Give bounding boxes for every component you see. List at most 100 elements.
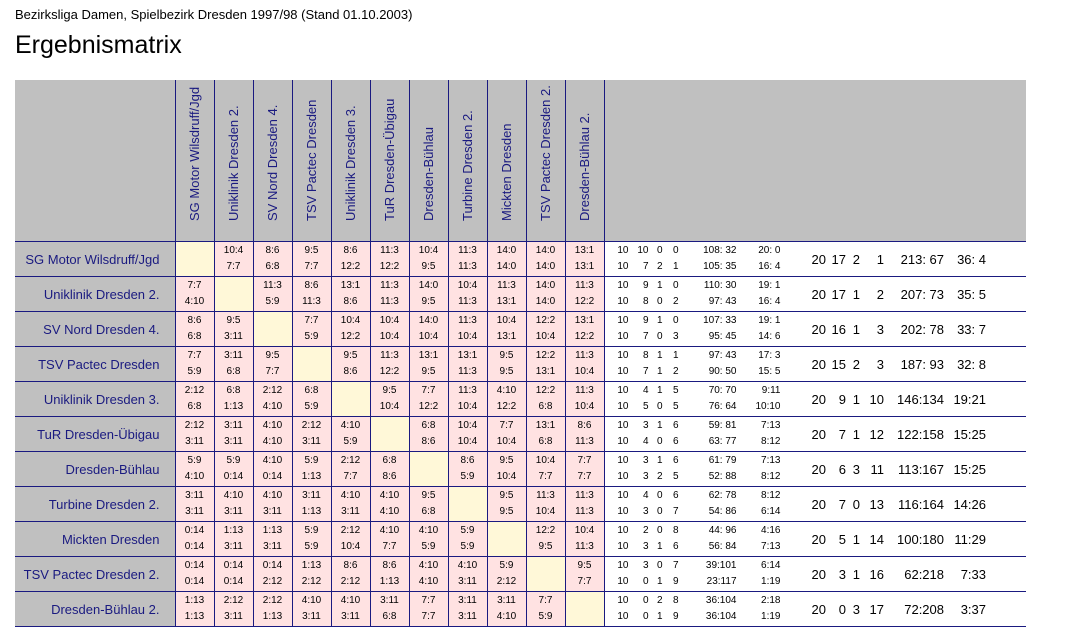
away-result: 11:3 <box>575 541 594 552</box>
total-stat-value: 7 <box>838 496 846 512</box>
result-cell: 9:5 9:5 <box>486 346 526 382</box>
result-cell: 10:4 10:4 <box>447 416 487 452</box>
column-header-label: Uniklinik Dresden 3. <box>342 105 358 221</box>
home-result: 4:10 <box>496 385 517 396</box>
away-result: 1:13 <box>223 401 244 412</box>
home-result: 8:6 <box>343 560 358 571</box>
away-result: 6:8 <box>421 506 436 517</box>
result-cell: 3:11 6:8 <box>369 591 409 627</box>
table-row: TSV Pactec Dresden 2. 0:14 0:14 0:14 0:14 0:1… <box>15 556 1026 592</box>
total-stat-value: 33: 7 <box>957 321 986 337</box>
split-stat-value: 8:12 <box>761 436 781 447</box>
home-result: 7:7 <box>304 315 319 326</box>
split-stat-value: 1 <box>656 350 663 361</box>
result-cell: 7:7 5:9 <box>291 311 331 347</box>
split-stat-value: 0 <box>656 490 663 501</box>
result-cell: 1:13 2:12 <box>291 556 331 592</box>
home-result: 10:4 <box>223 245 244 256</box>
home-result: 3:11 <box>224 350 243 361</box>
split-stat-value: 6:14 <box>761 560 781 571</box>
total-stat-value: 14:26 <box>953 496 986 512</box>
home-result: 6:8 <box>304 385 319 396</box>
split-stat-value: 0 <box>656 506 663 517</box>
home-result: 5:9 <box>226 455 241 466</box>
result-cell: 11:3 11:3 <box>447 241 487 277</box>
home-result: 11:3 <box>380 245 399 256</box>
home-result: 1:13 <box>223 525 244 536</box>
away-result: 3:11 <box>263 541 282 552</box>
home-result: 2:12 <box>340 525 361 536</box>
split-stat-value: 10 <box>617 541 629 552</box>
home-result: 3:11 <box>497 595 516 606</box>
split-stat-value: 0 <box>656 560 663 571</box>
result-cell: 7:7 5:9 <box>525 591 565 627</box>
split-stat-value: 4 <box>642 385 649 396</box>
away-result: 9:5 <box>421 261 436 272</box>
result-cell: 14:0 14:0 <box>486 241 526 277</box>
home-result: 8:6 <box>460 455 475 466</box>
home-result: 11:3 <box>575 280 594 291</box>
split-stat-value: 10 <box>617 525 629 536</box>
result-cell: 10:4 11:3 <box>447 276 487 312</box>
away-result: 9:5 <box>421 366 436 377</box>
total-stats: 20 0 3 17 72:208 3:37 <box>794 591 1026 627</box>
column-header-turbine-dresden-2: Turbine Dresden 2. <box>447 80 487 242</box>
column-header-label: TSV Pactec Dresden <box>303 99 319 221</box>
diagonal-cell <box>369 416 409 452</box>
split-stat-value: 15: 5 <box>758 366 781 377</box>
split-stats: 10 8 1 1 97: 43 17: 3 10 7 1 2 90: 50 15: 5 <box>604 346 794 382</box>
result-cell: 6:8 5:9 <box>291 381 331 417</box>
split-stat-value: 0 <box>642 595 649 606</box>
home-result: 8:6 <box>187 315 202 326</box>
total-stat-value: 15 <box>831 356 846 372</box>
total-stat-value: 20 <box>811 321 826 337</box>
team-name: TuR Dresden-Übigau <box>15 416 175 452</box>
total-stat-value: 3 <box>838 566 846 582</box>
result-cell: 7:7 4:10 <box>174 276 214 312</box>
total-stat-value: 11:29 <box>954 531 986 547</box>
split-stat-value: 76: 64 <box>708 401 737 412</box>
result-cell: 4:10 3:11 <box>213 486 253 522</box>
result-cell: 12:2 9:5 <box>525 521 565 557</box>
total-stat-value: 20 <box>811 461 826 477</box>
away-result: 7:7 <box>343 471 358 482</box>
result-cell: 14:0 14:0 <box>525 241 565 277</box>
home-result: 13:1 <box>340 280 361 291</box>
column-header-label: SV Nord Dresden 4. <box>264 104 280 221</box>
result-cell: 8:6 5:9 <box>447 451 487 487</box>
result-cell: 4:10 3:11 <box>291 591 331 627</box>
result-cell: 3:11 3:11 <box>447 591 487 627</box>
total-stat-value: 3 <box>852 461 860 477</box>
split-stat-value: 1 <box>656 576 663 587</box>
away-result: 11:3 <box>575 506 594 517</box>
home-result: 1:13 <box>184 595 205 606</box>
result-cell: 0:14 0:14 <box>174 521 214 557</box>
split-stat-value: 14: 6 <box>758 331 781 342</box>
team-name: SG Motor Wilsdruff/Jgd <box>15 241 175 277</box>
away-result: 12:2 <box>340 261 361 272</box>
home-result: 14:0 <box>418 280 439 291</box>
away-result: 5:9 <box>343 436 358 447</box>
away-result: 9:5 <box>421 296 436 307</box>
result-cell: 9:5 6:8 <box>408 486 448 522</box>
total-stat-value: 17 <box>869 601 884 617</box>
column-header-uniklinik-dresden-3: Uniklinik Dresden 3. <box>330 80 370 242</box>
away-result: 9:5 <box>499 366 514 377</box>
total-stat-value: 10 <box>869 391 884 407</box>
split-stat-value: 10 <box>617 245 629 256</box>
result-cell: 3:11 3:11 <box>174 486 214 522</box>
column-header-sg-motor-wilsdruff-jgd: SG Motor Wilsdruff/Jgd <box>174 80 214 242</box>
total-stat-value: 1 <box>852 531 860 547</box>
team-name: Dresden-Bühlau <box>15 451 175 487</box>
home-result: 4:10 <box>223 490 244 501</box>
away-result: 5:9 <box>421 541 436 552</box>
split-stat-value: 61: 79 <box>708 455 737 466</box>
result-cell: 10:4 10:4 <box>369 311 409 347</box>
away-result: 0:14 <box>184 541 205 552</box>
total-stat-value: 0 <box>838 601 846 617</box>
away-result: 7:7 <box>577 471 592 482</box>
total-stat-value: 5 <box>838 531 846 547</box>
away-result: 10:4 <box>457 436 478 447</box>
column-header-mickten-dresden: Mickten Dresden <box>486 80 526 242</box>
away-result: 8:6 <box>382 471 397 482</box>
